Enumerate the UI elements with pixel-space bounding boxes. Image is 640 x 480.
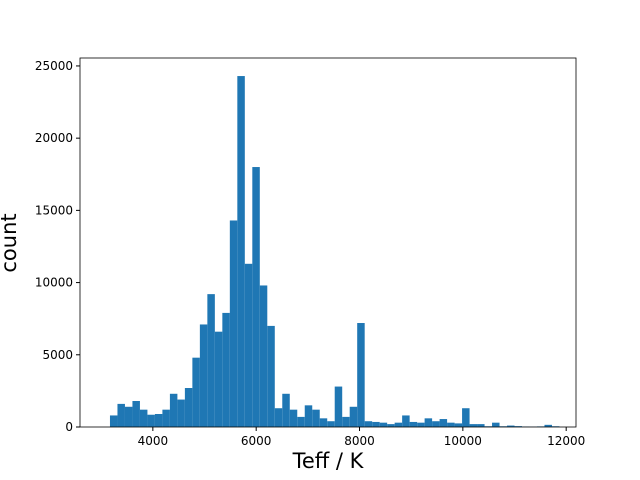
bar [124, 406, 133, 427]
bar [214, 331, 223, 427]
bar [424, 418, 433, 427]
bar [417, 422, 425, 427]
bar [439, 419, 448, 427]
bar [109, 415, 118, 427]
bar [477, 424, 485, 427]
bar [454, 423, 463, 427]
bar [312, 409, 320, 427]
bar [514, 426, 523, 427]
bar [492, 422, 500, 427]
y-tick-label: 0 [65, 420, 73, 434]
y-axis-label: count [0, 213, 21, 272]
bar [342, 416, 350, 427]
x-axis-label: Teff / K [292, 449, 365, 473]
bar [252, 167, 260, 428]
bar [297, 416, 305, 427]
bar [319, 418, 328, 427]
bar [402, 415, 410, 427]
y-tick-label: 15000 [35, 203, 73, 217]
bar [349, 406, 358, 427]
bar [244, 263, 253, 427]
bar [154, 414, 163, 427]
bar [507, 425, 515, 427]
bar [199, 324, 208, 427]
bar [409, 421, 418, 427]
bar [357, 323, 365, 427]
bar [469, 424, 478, 427]
x-tick-label: 12000 [547, 434, 585, 448]
bar [117, 403, 125, 427]
y-tick-label: 25000 [35, 59, 73, 73]
bar [229, 220, 238, 427]
bar [192, 357, 200, 427]
bar [207, 294, 215, 427]
bar [334, 386, 343, 427]
x-tick-label: 10000 [444, 434, 482, 448]
bar [327, 421, 335, 427]
bar [177, 399, 185, 427]
bar [132, 401, 140, 427]
bar [147, 414, 155, 427]
bar [184, 388, 193, 427]
bar [447, 422, 455, 427]
bar [372, 421, 380, 427]
bar [282, 393, 290, 427]
bar [162, 409, 170, 427]
plot-frame [79, 57, 577, 428]
bar [259, 285, 268, 427]
x-tick-label: 8000 [344, 434, 375, 448]
bar [274, 408, 283, 427]
bar [394, 422, 403, 427]
x-tick-label: 4000 [138, 434, 169, 448]
bar [222, 312, 230, 427]
bar [289, 409, 298, 427]
bar [304, 405, 313, 427]
bar [364, 421, 373, 427]
bar [139, 409, 148, 427]
y-tick-label: 20000 [35, 131, 73, 145]
bar [267, 325, 275, 427]
bar [462, 408, 470, 427]
bar [432, 421, 440, 427]
y-tick-label: 10000 [35, 276, 73, 290]
bar [237, 76, 245, 427]
x-tick-label: 6000 [241, 434, 272, 448]
bar [387, 424, 395, 427]
y-tick-label: 5000 [42, 348, 73, 362]
bar [379, 422, 388, 427]
bar [169, 393, 178, 427]
bar [544, 424, 552, 427]
